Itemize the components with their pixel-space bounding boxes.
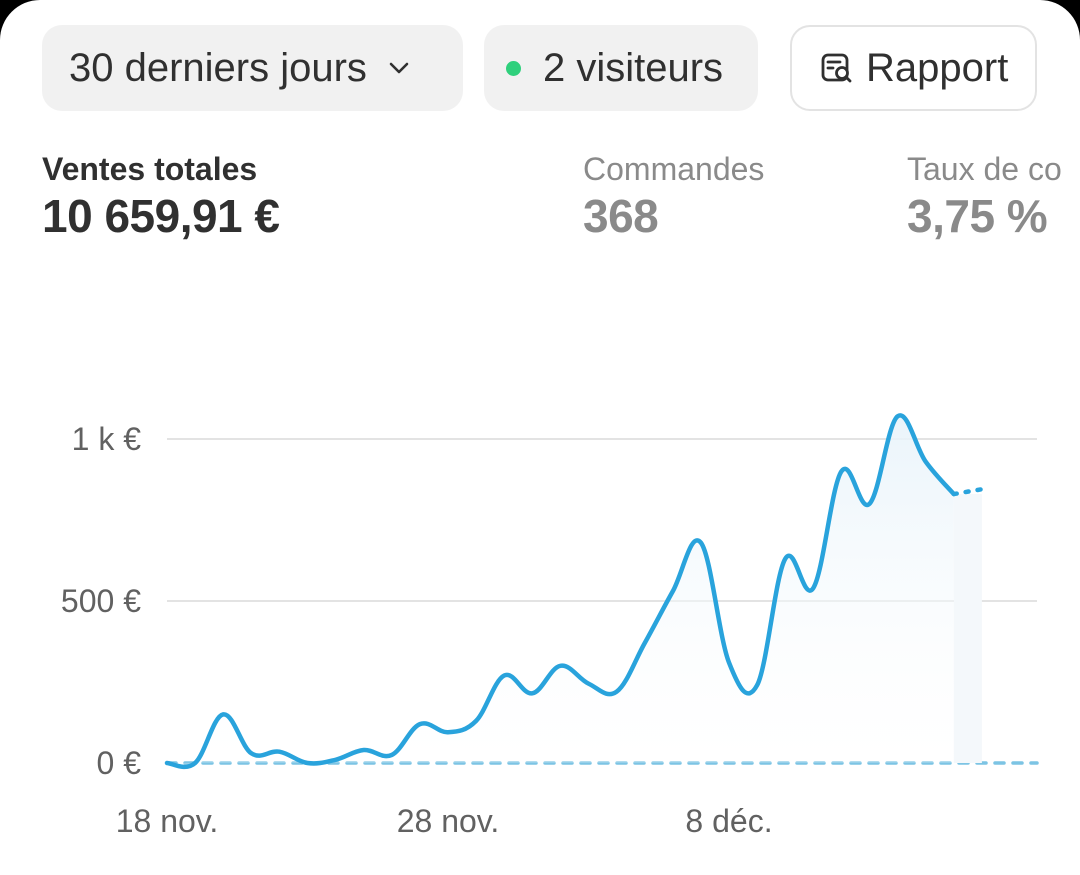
metric-value: 3,75 % (907, 190, 1048, 242)
date-range-label: 30 derniers jours (69, 45, 367, 90)
metric-orders[interactable]: Commandes 368 (583, 150, 764, 244)
sales-series-line (164, 413, 957, 770)
report-label: Rapport (866, 45, 1009, 90)
visitors-label: 2 visiteurs (543, 45, 724, 90)
metric-total-sales[interactable]: Ventes totales 10 659,91 € (42, 150, 280, 244)
metric-conversion-rate[interactable]: Taux de co 3,75 % (907, 150, 1062, 244)
metric-label: Ventes totales (42, 151, 258, 187)
x-tick-label: 18 nov. (116, 803, 219, 839)
x-tick-label: 28 nov. (397, 803, 500, 839)
y-tick-label: 1 k € (72, 421, 142, 457)
y-tick-label: 500 € (61, 583, 141, 619)
report-search-icon (821, 53, 852, 83)
sales-partial-line (951, 486, 985, 497)
metric-label: Commandes (583, 151, 765, 187)
sales-area-fill (167, 415, 954, 767)
metric-label: Taux de co (907, 151, 1062, 187)
report-button[interactable]: Rapport (790, 25, 1037, 111)
metric-value: 368 (583, 190, 659, 242)
date-range-dropdown[interactable]: 30 derniers jours (42, 25, 463, 111)
metric-value: 10 659,91 € (42, 190, 280, 242)
chevron-down-icon (389, 62, 409, 74)
live-visitors-button[interactable]: 2 visiteurs (484, 25, 758, 111)
y-tick-label: 0 € (97, 745, 142, 781)
sales-area-tail (953, 494, 982, 763)
x-tick-label: 8 déc. (685, 803, 772, 839)
live-status-dot (506, 60, 521, 76)
